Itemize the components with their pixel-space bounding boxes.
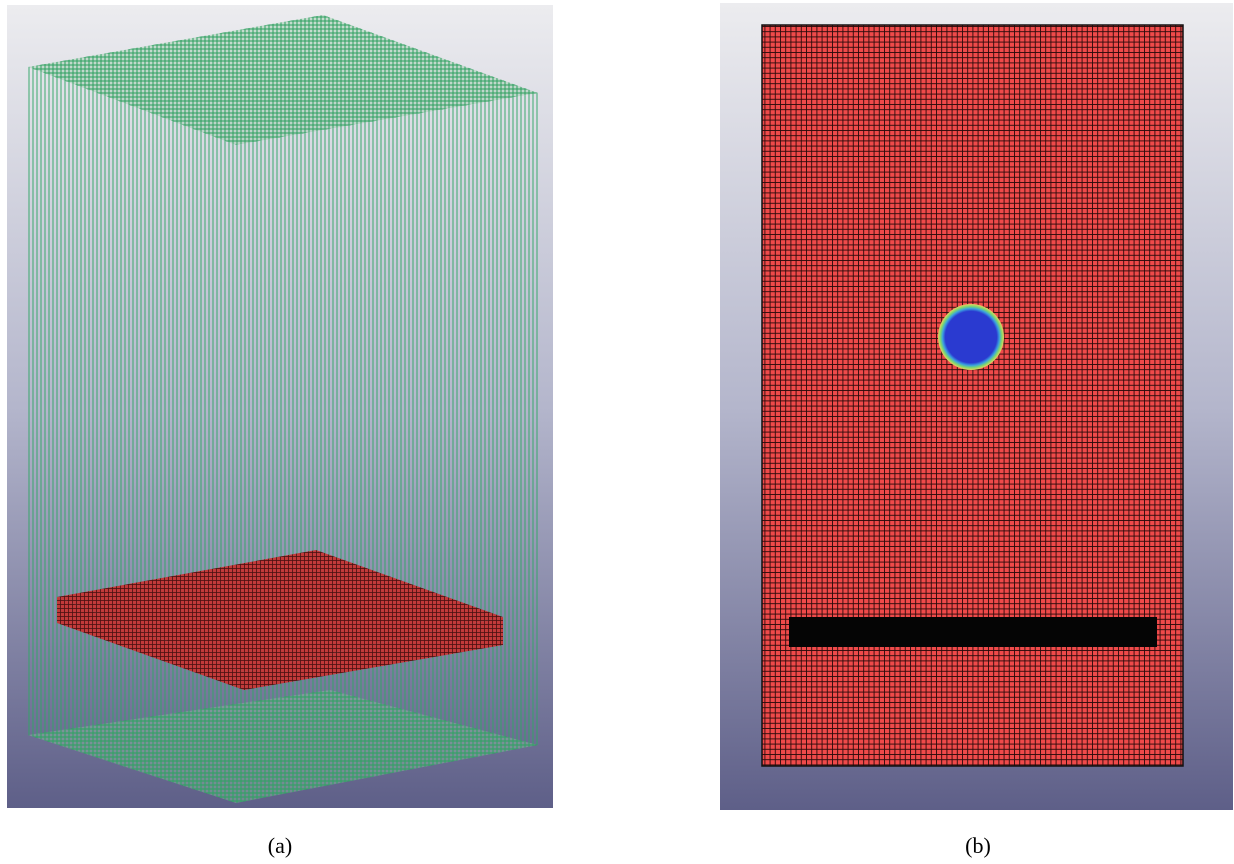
figure: (a) (b) bbox=[0, 0, 1234, 864]
panel-b-image bbox=[720, 3, 1233, 810]
panel-a-image bbox=[7, 5, 553, 808]
panel-label: (b) bbox=[965, 833, 991, 858]
panel-label: (a) bbox=[268, 833, 292, 858]
